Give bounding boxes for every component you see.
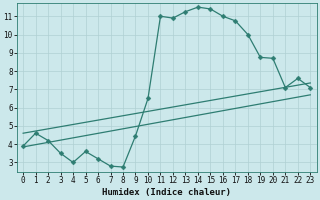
X-axis label: Humidex (Indice chaleur): Humidex (Indice chaleur) [102,188,231,197]
